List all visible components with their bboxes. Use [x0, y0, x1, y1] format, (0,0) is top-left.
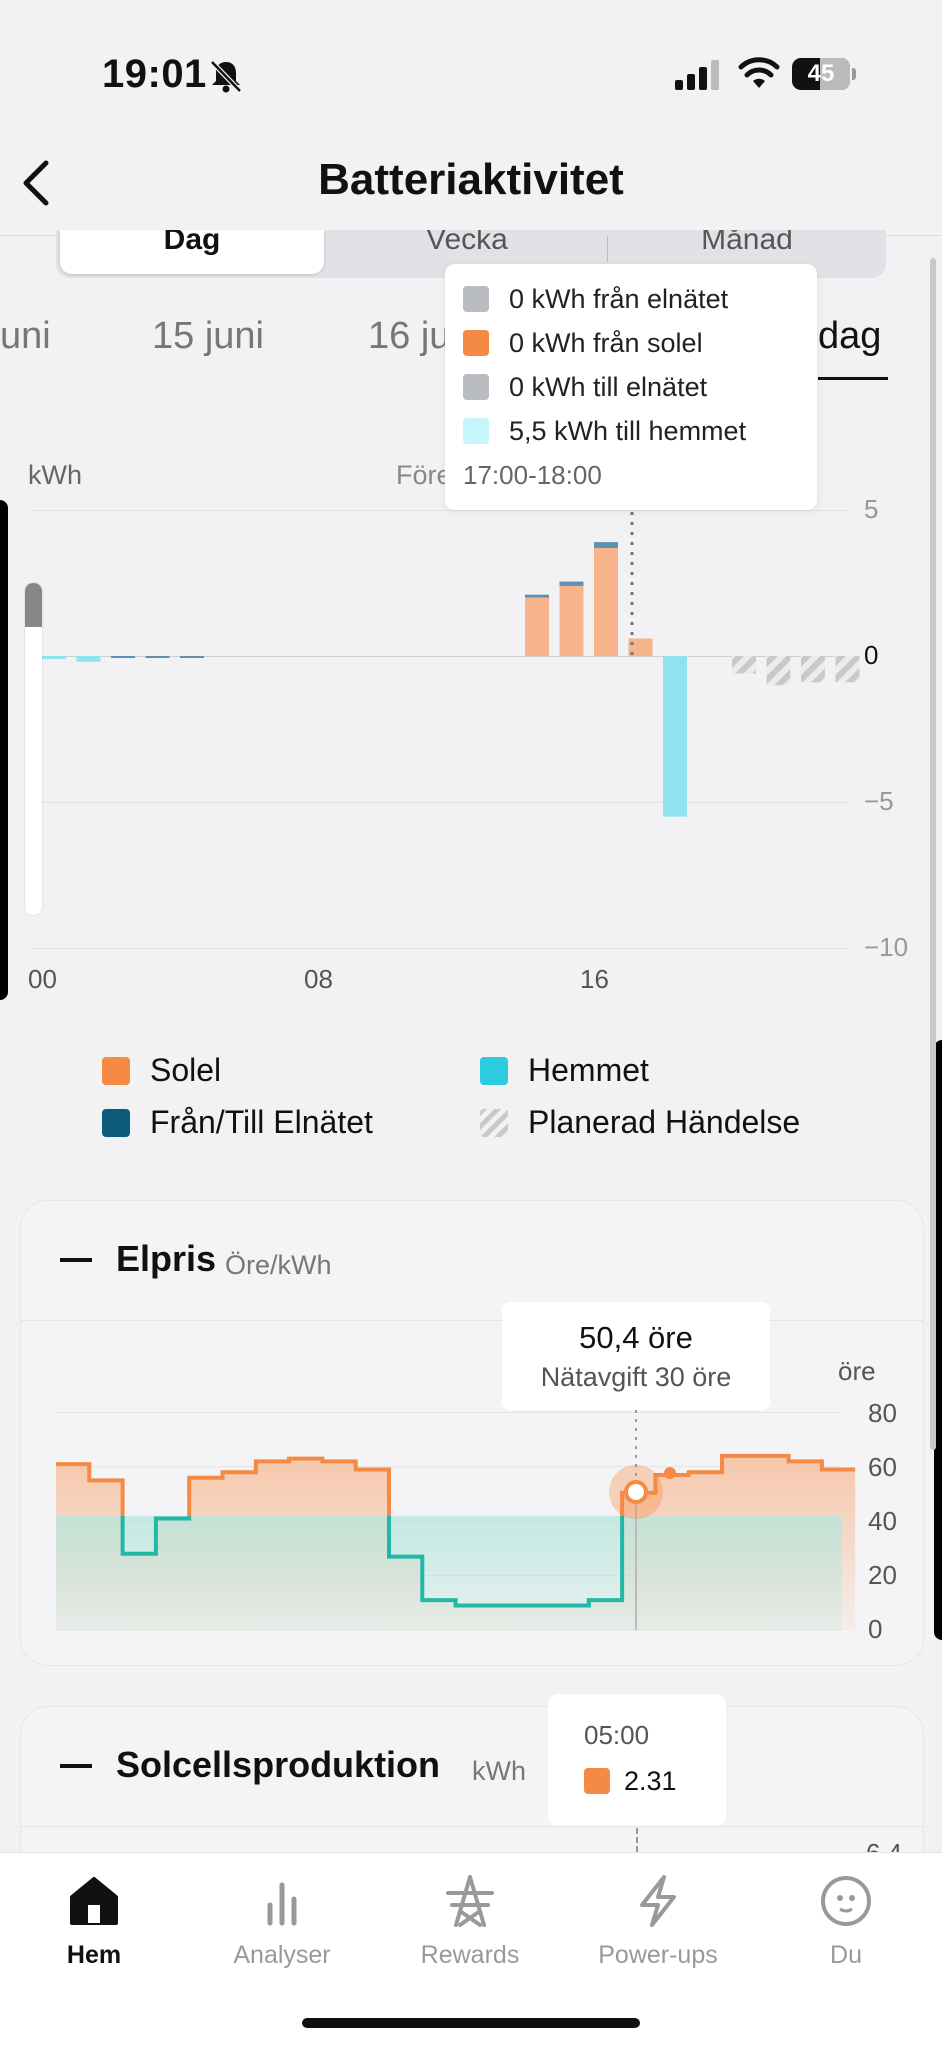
y-tick: −10 — [864, 932, 909, 962]
tab-label: Hem — [66, 1941, 122, 1969]
analytics-icon — [252, 1871, 312, 1931]
solcell-title[interactable]: Solcellsproduktion — [116, 1744, 441, 1785]
tab-home[interactable]: Hem — [0, 1853, 188, 2003]
date-selected-underline — [818, 377, 888, 380]
page-scrollbar[interactable] — [930, 258, 936, 1450]
screen-edge — [0, 500, 8, 1000]
price-line — [120, 1515, 625, 1608]
solcell-tooltip: 05:00 2.31 — [548, 1694, 726, 1826]
bar-fr-n-till-eln-tet[interactable] — [525, 594, 549, 598]
elpris-chart — [56, 1410, 856, 1631]
profile-icon — [816, 1871, 876, 1931]
bar-hemmet[interactable] — [42, 656, 66, 659]
y-tick: 20 — [868, 1560, 897, 1590]
tab-bar: Hem Analyser Rewards Power-ups Du — [0, 1852, 942, 2049]
battery-level: 45 — [807, 60, 835, 87]
elpris-y-unit: öre — [838, 1356, 876, 1386]
bar-fr-n-till-eln-tet[interactable] — [111, 656, 135, 658]
collapse-icon[interactable] — [60, 1764, 92, 1768]
bar-hemmet[interactable] — [663, 656, 687, 817]
bar-planerad-h-ndelse[interactable] — [801, 656, 825, 683]
bar-fr-n-till-eln-tet[interactable] — [180, 656, 204, 658]
date-item[interactable]: uni — [0, 315, 51, 357]
tooltip-time: 05:00 — [584, 1720, 650, 1750]
bar-fr-n-till-eln-tet[interactable] — [145, 656, 170, 658]
bar-solel[interactable] — [559, 585, 584, 656]
screen-edge — [934, 1040, 942, 1640]
y-tick: 0 — [868, 1614, 883, 1644]
signal-icon — [675, 60, 719, 95]
tooltip-value: 2.31 — [584, 1766, 677, 1797]
y-tick: 60 — [868, 1452, 897, 1482]
legend-item-grid: Från/Till Elnätet — [102, 1104, 373, 1141]
elpris-unit: Öre/kWh — [225, 1250, 332, 1280]
segment-week[interactable]: Vecka — [426, 230, 508, 256]
price-line — [56, 1453, 856, 1516]
bar-planerad-h-ndelse[interactable] — [766, 656, 791, 686]
y-tick: 40 — [868, 1506, 897, 1536]
segment-day[interactable]: Dag — [60, 230, 324, 274]
x-tick: 16 — [580, 964, 609, 994]
legend-item-hemmet: Hemmet — [480, 1052, 649, 1089]
tooltip-time: 17:00-18:00 — [463, 460, 602, 490]
y-tick: 0 — [864, 640, 879, 670]
x-tick: 08 — [304, 964, 333, 994]
bell-muted-icon — [208, 58, 244, 99]
chart-scroll-handle[interactable] — [25, 583, 42, 915]
bar-fr-n-till-eln-tet[interactable] — [559, 581, 584, 586]
tab-label: Power-ups — [598, 1941, 718, 1969]
wifi-icon — [738, 56, 780, 95]
date-item[interactable]: 15 juni — [152, 315, 264, 357]
legend-item-solel: Solel — [102, 1052, 221, 1089]
bar-solel[interactable] — [594, 547, 618, 656]
elpris-tooltip: 50,4 öre Nätavgift 30 öre — [502, 1302, 770, 1410]
page-title: Batteriaktivitet — [318, 155, 624, 204]
collapse-icon[interactable] — [60, 1258, 92, 1262]
date-item-selected[interactable]: dag — [818, 315, 882, 357]
y-tick: 80 — [868, 1398, 897, 1428]
tab-powerups[interactable]: Power-ups — [564, 1853, 752, 2003]
y-tick: 5 — [864, 494, 879, 524]
tooltip-value: 50,4 öre — [579, 1320, 693, 1355]
elpris-title[interactable]: Elpris — [116, 1238, 217, 1279]
tab-analytics[interactable]: Analyser — [188, 1853, 376, 2003]
status-time: 19:01 — [102, 52, 207, 96]
date-item[interactable]: 16 ju — [368, 315, 451, 357]
battery-chart — [42, 512, 860, 817]
tooltip-row: 0 kWh från solel — [463, 328, 703, 359]
bar-solel[interactable] — [628, 638, 653, 656]
tab-label: Analyser — [233, 1941, 331, 1969]
tooltip-subtext: Nätavgift 30 öre — [540, 1362, 732, 1392]
tab-rewards[interactable]: Rewards — [376, 1853, 564, 2003]
solcell-unit: kWh — [472, 1756, 526, 1786]
legend-item-planned: Planerad Händelse — [480, 1104, 800, 1141]
lightning-icon — [628, 1871, 688, 1931]
back-icon[interactable] — [14, 155, 58, 216]
chart-fore-label: Före — [396, 460, 452, 490]
x-tick: 00 — [28, 964, 57, 994]
bar-hemmet[interactable] — [76, 656, 101, 662]
home-indicator — [302, 2018, 640, 2028]
y-tick: −5 — [864, 786, 894, 816]
segment-month[interactable]: Månad — [701, 230, 793, 256]
home-icon — [64, 1871, 124, 1931]
battery-tooltip: 0 kWh från elnätet 0 kWh från solel 0 kW… — [445, 264, 817, 510]
rewards-icon — [440, 1871, 500, 1931]
bar-fr-n-till-eln-tet[interactable] — [594, 542, 618, 548]
tab-label: Rewards — [420, 1941, 520, 1969]
bar-solel[interactable] — [525, 597, 549, 656]
tab-label: Du — [830, 1941, 862, 1969]
bar-planerad-h-ndelse[interactable] — [732, 656, 756, 674]
chart-y-unit: kWh — [28, 460, 82, 490]
tab-profile[interactable]: Du — [752, 1853, 940, 2003]
tooltip-row: 0 kWh från elnätet — [463, 284, 728, 315]
tooltip-row: 0 kWh till elnätet — [463, 372, 707, 403]
bar-planerad-h-ndelse[interactable] — [835, 656, 860, 683]
tooltip-row: 5,5 kWh till hemmet — [463, 416, 746, 447]
battery-icon: 45 — [792, 58, 856, 90]
